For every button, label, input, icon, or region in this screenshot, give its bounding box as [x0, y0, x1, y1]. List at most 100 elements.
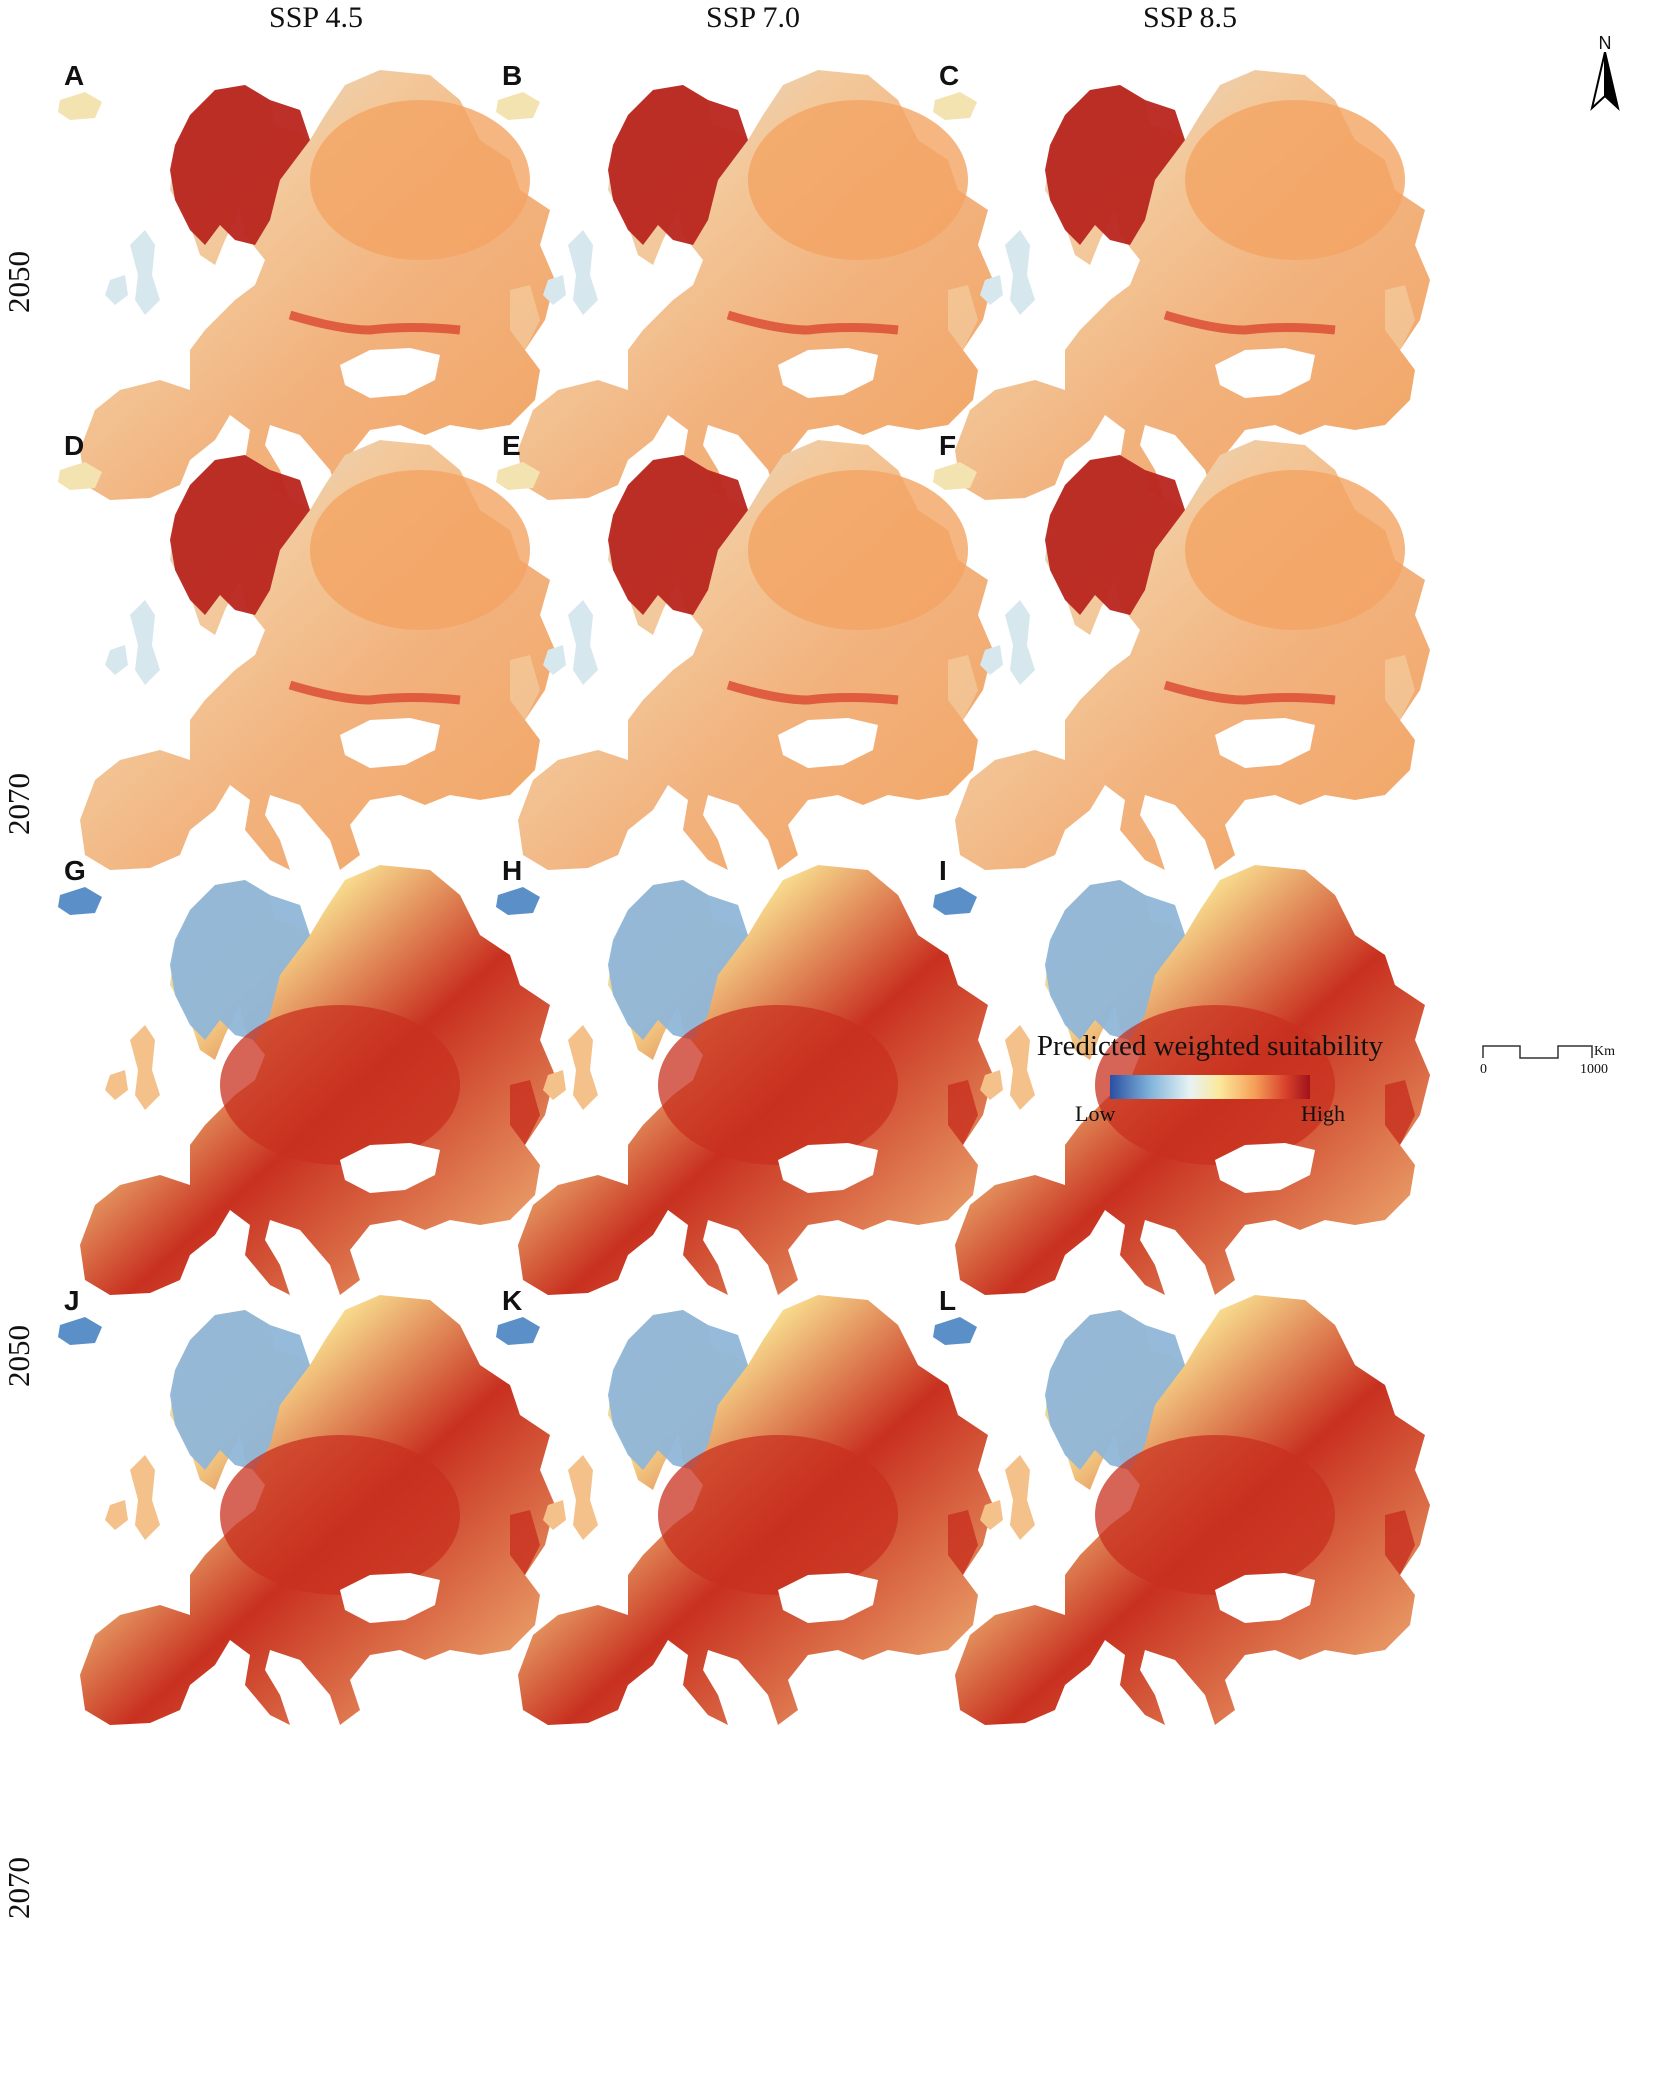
scandinavia-region — [608, 1310, 748, 1470]
mountain-band — [1163, 680, 1336, 705]
europe-map-d — [58, 440, 555, 870]
panel-label-b: B — [502, 60, 523, 91]
legend-low-label: Low — [1075, 1101, 1116, 1126]
panel-label-i: I — [939, 855, 947, 886]
scale-bar: 0 1000 Km — [1480, 1040, 1620, 1080]
high-suitability-core — [1095, 1435, 1335, 1595]
map-panel-a: A — [40, 30, 580, 550]
map-panel-j: J — [40, 1255, 580, 1775]
scandinavia-region — [170, 455, 310, 615]
eastern-region — [310, 100, 530, 260]
scandinavia-region — [608, 85, 748, 245]
map-panel-c: C — [915, 30, 1455, 550]
caspian-area — [510, 1510, 540, 1575]
mountain-band — [1163, 310, 1336, 335]
iceland — [58, 887, 102, 915]
panel-label-k: K — [502, 1285, 523, 1316]
north-arrow: N — [1588, 34, 1622, 114]
scandinavia-region — [170, 1310, 310, 1470]
map-panel-g: G — [40, 825, 580, 1345]
scale-end: 1000 — [1580, 1062, 1608, 1077]
high-suitability-core — [220, 1435, 460, 1595]
iceland — [933, 1317, 977, 1345]
iceland — [496, 92, 540, 120]
caspian-area — [948, 285, 978, 350]
europe-map-e — [496, 440, 993, 870]
scandinavia-region — [608, 880, 748, 1040]
iceland — [58, 1317, 102, 1345]
eastern-region — [1185, 470, 1405, 630]
europe-map-k — [496, 1295, 993, 1725]
map-panel-k: K — [478, 1255, 1018, 1775]
north-arrow-icon — [1590, 51, 1620, 111]
british-isles — [980, 600, 1035, 685]
caspian-area — [1385, 285, 1415, 350]
column-header-ssp85: SSP 8.5 — [1143, 1, 1237, 34]
column-header-ssp45: SSP 4.5 — [269, 1, 363, 34]
british-isles — [543, 1455, 598, 1540]
legend: Predicted weighted suitability Low High — [1020, 1030, 1400, 1129]
caspian-area — [510, 285, 540, 350]
british-isles — [105, 230, 160, 315]
panel-label-j: J — [64, 1285, 80, 1316]
scandinavia-region — [608, 455, 748, 615]
british-isles — [543, 1025, 598, 1110]
british-isles — [105, 1025, 160, 1110]
mountain-band — [288, 680, 461, 705]
europe-map-l — [933, 1295, 1430, 1725]
black-sea — [340, 348, 440, 398]
black-sea — [778, 718, 878, 768]
high-suitability-core — [658, 1435, 898, 1595]
high-suitability-core — [658, 1005, 898, 1165]
black-sea — [340, 1143, 440, 1193]
caspian-area — [948, 1080, 978, 1145]
caspian-area — [1385, 655, 1415, 720]
mountain-band — [288, 310, 461, 335]
map-panel-d: D — [40, 400, 580, 920]
black-sea — [778, 1143, 878, 1193]
caspian-area — [948, 655, 978, 720]
row-label-2070-upper: 2070 — [1, 773, 36, 835]
scandinavia-region — [170, 85, 310, 245]
europe-map-h — [496, 865, 993, 1295]
scandinavia-region — [1045, 85, 1185, 245]
europe-map-a — [58, 70, 555, 500]
iceland — [496, 1317, 540, 1345]
black-sea — [1215, 1573, 1315, 1623]
eastern-region — [748, 100, 968, 260]
map-panel-h: H — [478, 825, 1018, 1345]
scandinavia-region — [1045, 455, 1185, 615]
caspian-area — [1385, 1510, 1415, 1575]
scandinavia-region — [1045, 1310, 1185, 1470]
map-panel-l: L — [915, 1255, 1455, 1775]
iceland — [933, 92, 977, 120]
legend-color-bar — [1110, 1075, 1310, 1099]
british-isles — [105, 1455, 160, 1540]
caspian-area — [510, 655, 540, 720]
eastern-region — [1185, 100, 1405, 260]
legend-high-label: High — [1301, 1101, 1345, 1126]
europe-map-f — [933, 440, 1430, 870]
panel-label-d: D — [64, 430, 85, 461]
british-isles — [980, 230, 1035, 315]
iceland — [496, 462, 540, 490]
black-sea — [340, 718, 440, 768]
europe-map-j — [58, 1295, 555, 1725]
british-isles — [980, 1025, 1035, 1110]
mountain-band — [726, 310, 899, 335]
panel-label-f: F — [939, 430, 957, 461]
british-isles — [980, 1455, 1035, 1540]
north-letter: N — [1598, 33, 1612, 53]
caspian-area — [948, 1510, 978, 1575]
black-sea — [778, 348, 878, 398]
scandinavia-region — [1045, 880, 1185, 1040]
europe-map-b — [496, 70, 993, 500]
map-panel-b: B — [478, 30, 1018, 550]
iceland — [933, 887, 977, 915]
iceland — [496, 887, 540, 915]
british-isles — [543, 600, 598, 685]
europe-map-c — [933, 70, 1430, 500]
black-sea — [340, 1573, 440, 1623]
caspian-area — [510, 1080, 540, 1145]
panel-label-h: H — [502, 855, 523, 886]
